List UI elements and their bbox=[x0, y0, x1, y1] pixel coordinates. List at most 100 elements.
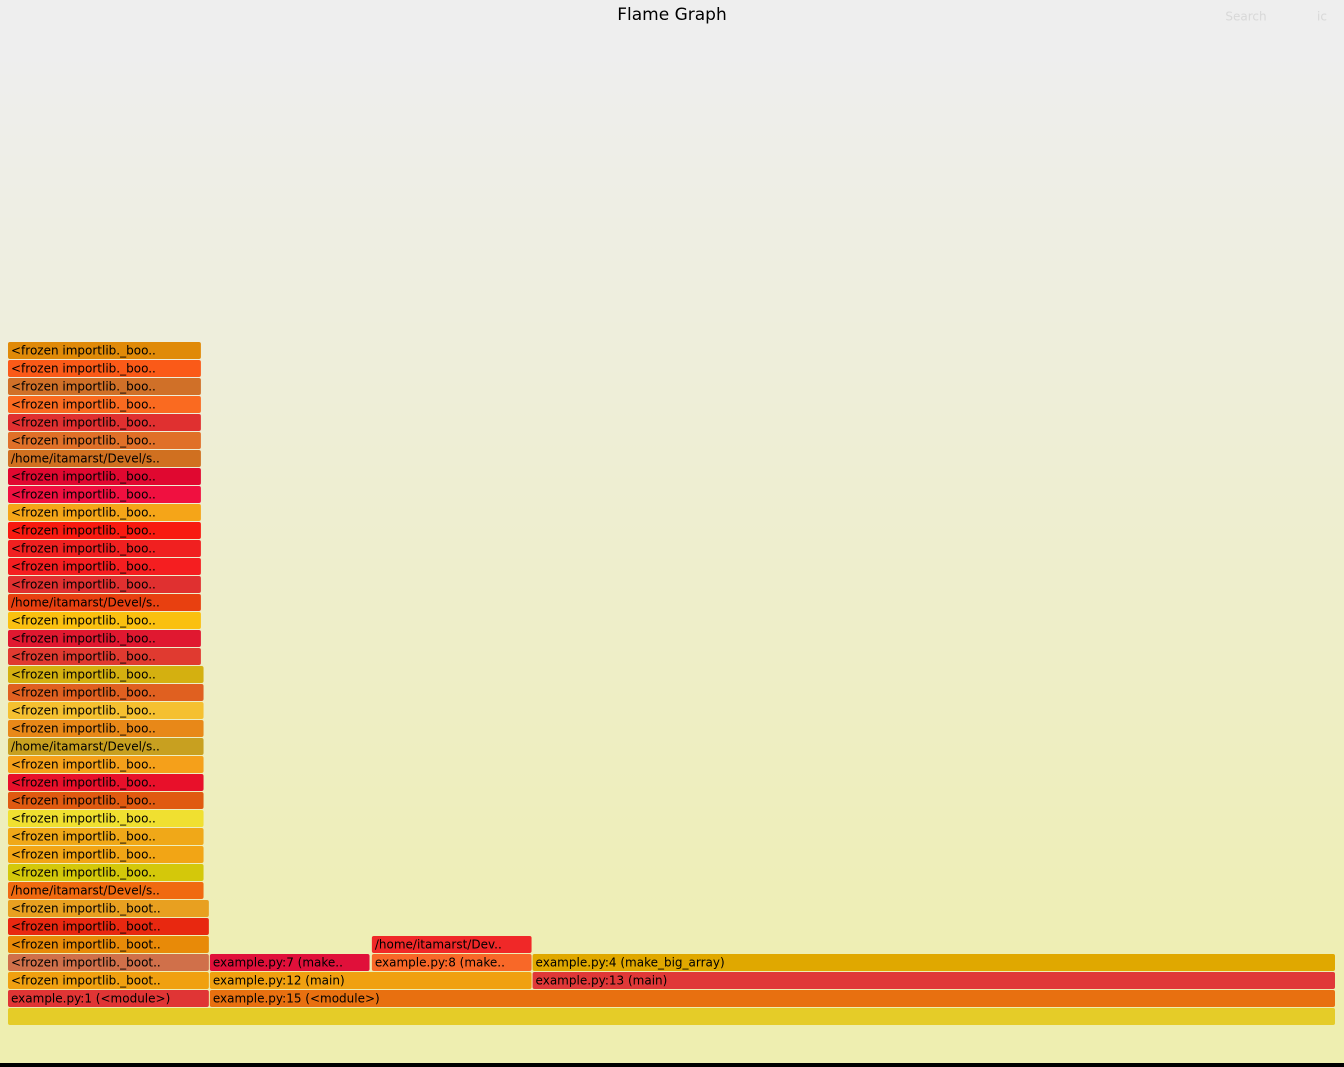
frame[interactable]: <frozen importlib._boo.. bbox=[8, 630, 201, 647]
frame[interactable]: <frozen importlib._boo.. bbox=[8, 864, 204, 881]
frame-rect[interactable] bbox=[8, 594, 201, 611]
frame-rect[interactable] bbox=[8, 684, 204, 701]
frame-label[interactable]: <frozen importlib._boo.. bbox=[11, 398, 156, 412]
frame[interactable]: <frozen importlib._boot.. bbox=[8, 900, 209, 917]
frame-rect[interactable] bbox=[8, 720, 204, 737]
frame-rect[interactable] bbox=[8, 666, 204, 683]
frame[interactable]: <frozen importlib._boo.. bbox=[8, 612, 201, 629]
frame-rect[interactable] bbox=[209, 954, 370, 971]
frame-rect[interactable] bbox=[8, 828, 204, 845]
search-button[interactable]: Search bbox=[1225, 10, 1266, 24]
frame[interactable]: <frozen importlib._boo.. bbox=[8, 486, 201, 503]
frame-rect[interactable] bbox=[8, 810, 204, 827]
frame-label[interactable]: <frozen importlib._boo.. bbox=[11, 758, 156, 772]
frame[interactable]: <frozen importlib._boot.. bbox=[8, 918, 209, 935]
frame-rect[interactable] bbox=[8, 738, 204, 755]
frame-rect[interactable] bbox=[8, 756, 204, 773]
frame-label[interactable]: <frozen importlib._boo.. bbox=[11, 668, 156, 682]
frame-label[interactable]: <frozen importlib._boo.. bbox=[11, 866, 156, 880]
frame[interactable]: <frozen importlib._boo.. bbox=[8, 720, 204, 737]
frame-rect[interactable] bbox=[8, 954, 209, 971]
frame-rect[interactable] bbox=[8, 936, 209, 953]
frame[interactable]: <frozen importlib._boo.. bbox=[8, 378, 201, 395]
frame[interactable]: example.py:8 (make.. bbox=[371, 954, 532, 971]
frame-label[interactable]: <frozen importlib._boo.. bbox=[11, 794, 156, 808]
frame-rect[interactable] bbox=[8, 882, 204, 899]
frame[interactable]: <frozen importlib._boo.. bbox=[8, 540, 201, 557]
frame[interactable]: <frozen importlib._boot.. bbox=[8, 954, 209, 971]
frame-label[interactable]: /home/itamarst/Devel/s.. bbox=[11, 884, 160, 898]
frame[interactable]: <frozen importlib._boo.. bbox=[8, 360, 201, 377]
frame[interactable]: example.py:4 (make_big_array) bbox=[532, 954, 1335, 971]
frame[interactable]: <frozen importlib._boo.. bbox=[8, 666, 204, 683]
frame-label[interactable]: /home/itamarst/Devel/s.. bbox=[11, 596, 160, 610]
frame-label[interactable]: <frozen importlib._boo.. bbox=[11, 848, 156, 862]
frame-label[interactable]: example.py:15 (<module>) bbox=[213, 992, 380, 1006]
frame[interactable]: <frozen importlib._boo.. bbox=[8, 522, 201, 539]
frame-label[interactable]: <frozen importlib._boo.. bbox=[11, 506, 156, 520]
frame[interactable]: <frozen importlib._boo.. bbox=[8, 792, 204, 809]
frame-rect[interactable] bbox=[8, 1008, 1335, 1025]
frame-rect[interactable] bbox=[8, 576, 201, 593]
frame-label[interactable]: <frozen importlib._boo.. bbox=[11, 560, 156, 574]
frame[interactable]: <frozen importlib._boo.. bbox=[8, 576, 201, 593]
frame-rect[interactable] bbox=[8, 540, 201, 557]
frame[interactable]: example.py:15 (<module>) bbox=[209, 990, 1336, 1007]
frame-label[interactable]: <frozen importlib._boot.. bbox=[11, 974, 161, 988]
frame-rect[interactable] bbox=[8, 486, 201, 503]
frame-rect[interactable] bbox=[8, 612, 201, 629]
frame-label[interactable]: <frozen importlib._boo.. bbox=[11, 470, 156, 484]
frame-label[interactable]: example.py:8 (make.. bbox=[375, 956, 505, 970]
frame-rect[interactable] bbox=[8, 504, 201, 521]
frame[interactable]: <frozen importlib._boo.. bbox=[8, 396, 201, 413]
frame-label[interactable]: <frozen importlib._boo.. bbox=[11, 542, 156, 556]
frame[interactable]: <frozen importlib._boo.. bbox=[8, 342, 201, 359]
frame[interactable]: <frozen importlib._boo.. bbox=[8, 756, 204, 773]
frame[interactable]: <frozen importlib._boo.. bbox=[8, 504, 201, 521]
frame-label[interactable]: <frozen importlib._boo.. bbox=[11, 686, 156, 700]
frame-label[interactable]: example.py:4 (make_big_array) bbox=[536, 956, 725, 970]
frame[interactable]: /home/itamarst/Devel/s.. bbox=[8, 594, 201, 611]
frame-rect[interactable] bbox=[209, 990, 1336, 1007]
frame-label[interactable]: <frozen importlib._boo.. bbox=[11, 830, 156, 844]
frame-label[interactable]: <frozen importlib._boo.. bbox=[11, 380, 156, 394]
frame[interactable]: <frozen importlib._boo.. bbox=[8, 828, 204, 845]
frame-rect[interactable] bbox=[8, 450, 201, 467]
frame-label[interactable]: <frozen importlib._boo.. bbox=[11, 578, 156, 592]
frame[interactable]: <frozen importlib._boot.. bbox=[8, 972, 209, 989]
frame-label[interactable]: /home/itamarst/Devel/s.. bbox=[11, 740, 160, 754]
frame-label[interactable]: <frozen importlib._boot.. bbox=[11, 938, 161, 952]
frame-label[interactable]: <frozen importlib._boo.. bbox=[11, 614, 156, 628]
frame[interactable]: example.py:13 (main) bbox=[532, 972, 1335, 989]
frame-rect[interactable] bbox=[8, 846, 204, 863]
frame-rect[interactable] bbox=[209, 972, 532, 989]
frame-rect[interactable] bbox=[8, 522, 201, 539]
frame-rect[interactable] bbox=[8, 774, 204, 791]
frame-rect[interactable] bbox=[8, 972, 209, 989]
frame-label[interactable]: <frozen importlib._boo.. bbox=[11, 416, 156, 430]
frame[interactable]: <frozen importlib._boo.. bbox=[8, 846, 204, 863]
frame-rect[interactable] bbox=[8, 342, 201, 359]
frame-rect[interactable] bbox=[8, 900, 209, 917]
frame[interactable]: <frozen importlib._boo.. bbox=[8, 468, 201, 485]
frame-label[interactable]: <frozen importlib._boo.. bbox=[11, 632, 156, 646]
frame-label[interactable]: /home/itamarst/Dev.. bbox=[375, 938, 502, 952]
frame-rect[interactable] bbox=[8, 414, 201, 431]
frame-label[interactable]: <frozen importlib._boo.. bbox=[11, 650, 156, 664]
frame[interactable]: <frozen importlib._boo.. bbox=[8, 648, 201, 665]
frame-rect[interactable] bbox=[8, 396, 201, 413]
frame-label[interactable]: <frozen importlib._boo.. bbox=[11, 722, 156, 736]
frame-rect[interactable] bbox=[8, 648, 201, 665]
frame[interactable]: <frozen importlib._boo.. bbox=[8, 774, 204, 791]
frame-rect[interactable] bbox=[8, 468, 201, 485]
frame-rect[interactable] bbox=[8, 558, 201, 575]
frame[interactable]: example.py:1 (<module>) bbox=[8, 990, 209, 1007]
frame[interactable]: <frozen importlib._boo.. bbox=[8, 414, 201, 431]
frame-rect[interactable] bbox=[532, 954, 1335, 971]
frame[interactable] bbox=[8, 1008, 1335, 1025]
frame-rect[interactable] bbox=[371, 936, 532, 953]
frame-label[interactable]: <frozen importlib._boot.. bbox=[11, 956, 161, 970]
frame-label[interactable]: <frozen importlib._boo.. bbox=[11, 434, 156, 448]
frame-label[interactable]: example.py:1 (<module>) bbox=[11, 992, 170, 1006]
frame-label[interactable]: <frozen importlib._boo.. bbox=[11, 488, 156, 502]
